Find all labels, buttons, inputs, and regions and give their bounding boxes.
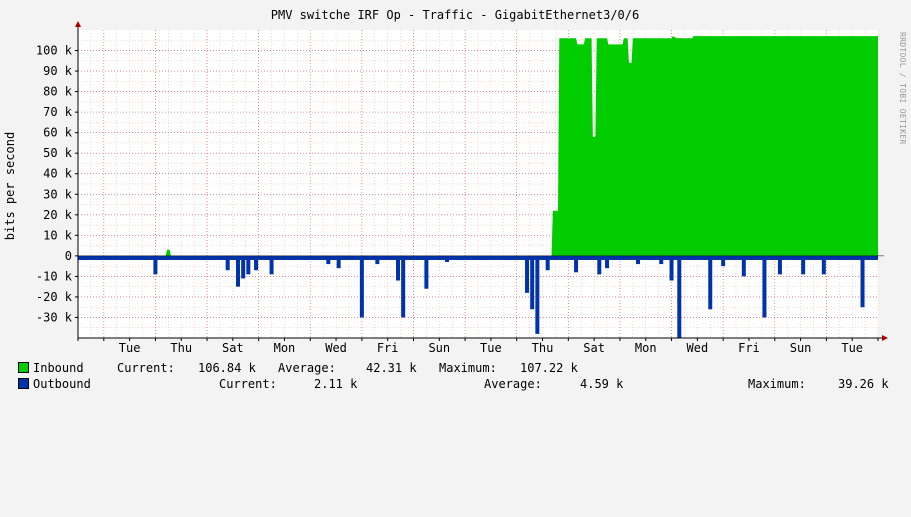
x-axis-arrow [882, 335, 888, 341]
outbound-spike [762, 255, 767, 318]
y-tick-label: 10 k [43, 228, 73, 242]
x-tick-label: Tue [841, 341, 863, 355]
outbound-spike [445, 255, 450, 263]
outbound-maximum-label: Maximum: [748, 377, 806, 391]
y-tick-label: 80 k [43, 85, 73, 99]
outbound-spike [225, 255, 230, 271]
x-tick-label: Fri [738, 341, 760, 355]
outbound-label: Outbound [33, 377, 91, 391]
y-tick-label: -10 k [36, 269, 73, 283]
outbound-current-value: 2.11 k [314, 377, 358, 391]
outbound-spike [535, 255, 540, 334]
x-tick-labels: Tue Thu Sat Mon Wed Fri Sun Tue Thu Sat Mon Wed Fri S… [119, 341, 863, 355]
x-tick-label: Mon [274, 341, 296, 355]
y-tick-labels: -30 k -20 k -10 k 0 10 k 20 k 30 k 40 k 50 k 60 k… [36, 44, 73, 325]
outbound-current-label: Current: [219, 377, 277, 391]
outbound-spike [545, 255, 550, 271]
inbound-maximum-value: 107.22 k [520, 361, 578, 375]
inbound-current-value: 106.84 k [198, 361, 256, 375]
y-tick-label: 40 k [43, 167, 73, 181]
outbound-spike [424, 255, 429, 289]
outbound-spike [860, 255, 865, 308]
x-tick-label: Fri [377, 341, 399, 355]
y-tick-label: 90 k [43, 64, 73, 78]
outbound-spike [336, 255, 341, 269]
x-tick-label: Thu [532, 341, 554, 355]
outbound-spike [153, 255, 158, 275]
outbound-spike [574, 255, 579, 273]
outbound-maximum-value: 39.26 k [838, 377, 889, 391]
outbound-spike [677, 255, 682, 338]
y-tick-label: -30 k [36, 310, 73, 324]
outbound-spike [241, 255, 246, 279]
outbound-spike [401, 255, 406, 318]
x-tick-label: Mon [635, 341, 657, 355]
chart-title: PMV switche IRF Op - Traffic - GigabitEt… [271, 8, 639, 22]
inbound-swatch [18, 362, 29, 373]
rrdtool-watermark: RRDTOOL / TOBI OETIKER [898, 32, 907, 145]
outbound-spike [326, 255, 331, 265]
inbound-label: Inbound [33, 361, 84, 375]
outbound-spike [530, 255, 535, 310]
outbound-spike [605, 255, 610, 269]
outbound-average-label: Average: [484, 377, 542, 391]
outbound-spike [359, 255, 364, 318]
y-tick-label: 20 k [43, 208, 73, 222]
outbound-spike [396, 255, 400, 281]
x-tick-label: Tue [480, 341, 502, 355]
inbound-area [78, 36, 878, 256]
y-tick-label: 100 k [36, 44, 73, 58]
outbound-swatch [18, 378, 29, 389]
outbound-spike [721, 255, 726, 267]
y-axis-label: bits per second [3, 132, 17, 240]
outbound-average-value: 4.59 k [580, 377, 624, 391]
inbound-current-label: Current: [117, 361, 175, 375]
inbound-average-label: Average: [278, 361, 336, 375]
outbound-spike [708, 255, 713, 310]
outbound-spike [801, 255, 806, 275]
outbound-spike [821, 255, 826, 275]
inbound-maximum-label: Maximum: [439, 361, 497, 375]
outbound-spike [525, 255, 530, 293]
outbound-spike [269, 255, 274, 275]
x-tick-label: Wed [325, 341, 347, 355]
outbound-spike [636, 255, 640, 265]
x-tick-label: Sat [222, 341, 244, 355]
y-tick-label: -20 k [36, 290, 73, 304]
y-axis-arrow [75, 21, 81, 27]
x-tick-label: Sun [428, 341, 450, 355]
x-tick-label: Tue [119, 341, 141, 355]
x-tick-label: Sun [790, 341, 812, 355]
legend-outbound: Outbound Current: 2.11 k Average: 4.59 k… [18, 377, 889, 391]
x-tick-label: Thu [170, 341, 192, 355]
inbound-average-value: 42.31 k [366, 361, 417, 375]
outbound-spike [669, 255, 674, 281]
outbound-spike [659, 255, 664, 265]
outbound-spike [254, 255, 259, 271]
traffic-graph: PMV switche IRF Op - Traffic - GigabitEt… [3, 8, 907, 391]
outbound-spike [777, 255, 782, 275]
outbound-spike [741, 255, 746, 277]
y-tick-label: 0 [65, 249, 72, 263]
y-tick-label: 60 k [43, 126, 73, 140]
outbound-spike [236, 255, 240, 287]
x-tick-label: Sat [583, 341, 605, 355]
axes [75, 21, 888, 341]
legend-inbound: Inbound Current: 106.84 k Average: 42.31… [18, 361, 578, 375]
outbound-baseline [78, 255, 878, 260]
y-tick-label: 30 k [43, 187, 73, 201]
traffic-chart: PMV switche IRF Op - Traffic - GigabitEt… [3, 8, 907, 355]
x-tick-label: Wed [687, 341, 709, 355]
outbound-spike [597, 255, 602, 275]
y-tick-label: 70 k [43, 105, 73, 119]
outbound-spike [375, 255, 380, 265]
outbound-spike [246, 255, 251, 275]
y-tick-label: 50 k [43, 146, 73, 160]
data-series [78, 36, 878, 338]
